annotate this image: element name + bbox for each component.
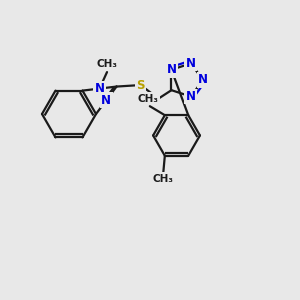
Text: CH₃: CH₃	[153, 174, 174, 184]
Text: N: N	[167, 63, 176, 76]
Text: N: N	[198, 74, 208, 86]
Text: N: N	[186, 57, 196, 70]
Text: CH₃: CH₃	[97, 59, 118, 69]
Text: N: N	[101, 94, 111, 107]
Text: N: N	[186, 90, 196, 103]
Text: N: N	[94, 82, 104, 95]
Text: S: S	[136, 79, 145, 92]
Text: CH₃: CH₃	[138, 94, 159, 104]
